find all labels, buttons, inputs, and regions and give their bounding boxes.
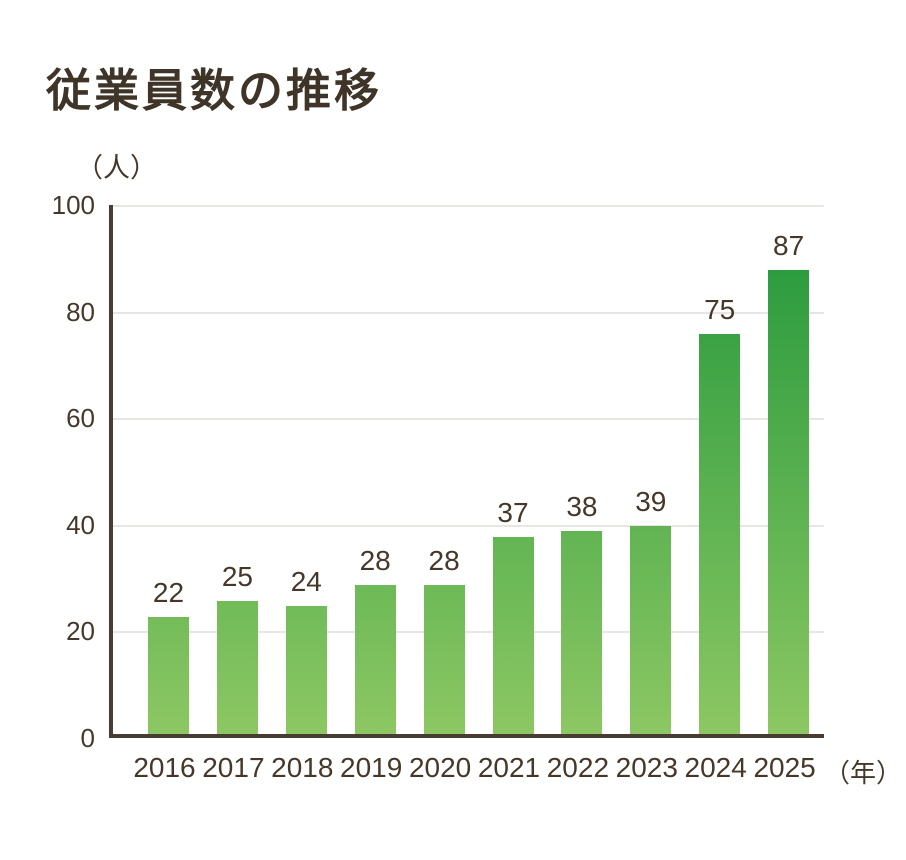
- x-axis-label-2018: 2018: [271, 752, 334, 783]
- plot-area: 22 25 24 28 28 37 38 39 75 87: [109, 205, 824, 738]
- gridline-y100: [113, 205, 824, 207]
- bar-value-label-2018: 24: [290, 566, 322, 597]
- bar-2019: [354, 585, 396, 734]
- x-axis-label-2016: 2016: [133, 752, 196, 783]
- bar-2018: [285, 606, 327, 734]
- y-tick-label-60: 60: [66, 403, 95, 434]
- bar-2020: [423, 585, 465, 734]
- bar-2024: [699, 334, 741, 734]
- bar-value-label-2020: 28: [428, 545, 460, 576]
- bar-2021: [492, 537, 534, 734]
- x-axis-label-2022: 2022: [546, 752, 610, 783]
- bar-2017: [216, 601, 258, 734]
- x-axis-label-2023: 2023: [615, 752, 678, 783]
- gridline-y40: [113, 524, 824, 527]
- x-axis-label-2025: 2025: [753, 752, 816, 783]
- x-axis-label-2017: 2017: [202, 752, 265, 783]
- bar-value-label-2021: 37: [497, 497, 529, 528]
- bar-value-label-2016: 22: [152, 577, 185, 608]
- gridline-y80: [113, 311, 824, 314]
- bar-value-label-2019: 28: [359, 545, 391, 576]
- y-tick-label-0: 0: [80, 723, 95, 753]
- x-axis-label-2021: 2021: [477, 752, 541, 783]
- y-tick-label-100: 100: [51, 190, 95, 220]
- bar-2022: [561, 531, 603, 734]
- bar-value-label-2023: 39: [635, 486, 667, 517]
- bar-value-label-2025: 87: [773, 230, 805, 261]
- bar-value-label-2022: 38: [566, 491, 598, 522]
- y-tick-label-80: 80: [66, 296, 95, 327]
- x-axis-label-2019: 2019: [340, 752, 403, 783]
- bar-2023: [630, 526, 672, 734]
- bar-2016: [148, 617, 189, 734]
- y-tick-label-40: 40: [66, 509, 95, 540]
- y-axis-unit-label: （人）: [76, 153, 157, 183]
- bar-2025: [768, 270, 810, 734]
- y-tick-label-20: 20: [66, 616, 95, 647]
- gridline-y20: [113, 631, 824, 634]
- gridline-y60: [113, 418, 824, 421]
- x-axis-label-2020: 2020: [408, 752, 472, 783]
- bar-value-label-2017: 25: [221, 561, 253, 592]
- x-axis-label-2024: 2024: [684, 752, 747, 783]
- chart-title: 従業員数の推移: [46, 65, 383, 116]
- bar-value-label-2024: 75: [704, 294, 736, 325]
- x-axis-unit-label: （年）: [824, 758, 903, 788]
